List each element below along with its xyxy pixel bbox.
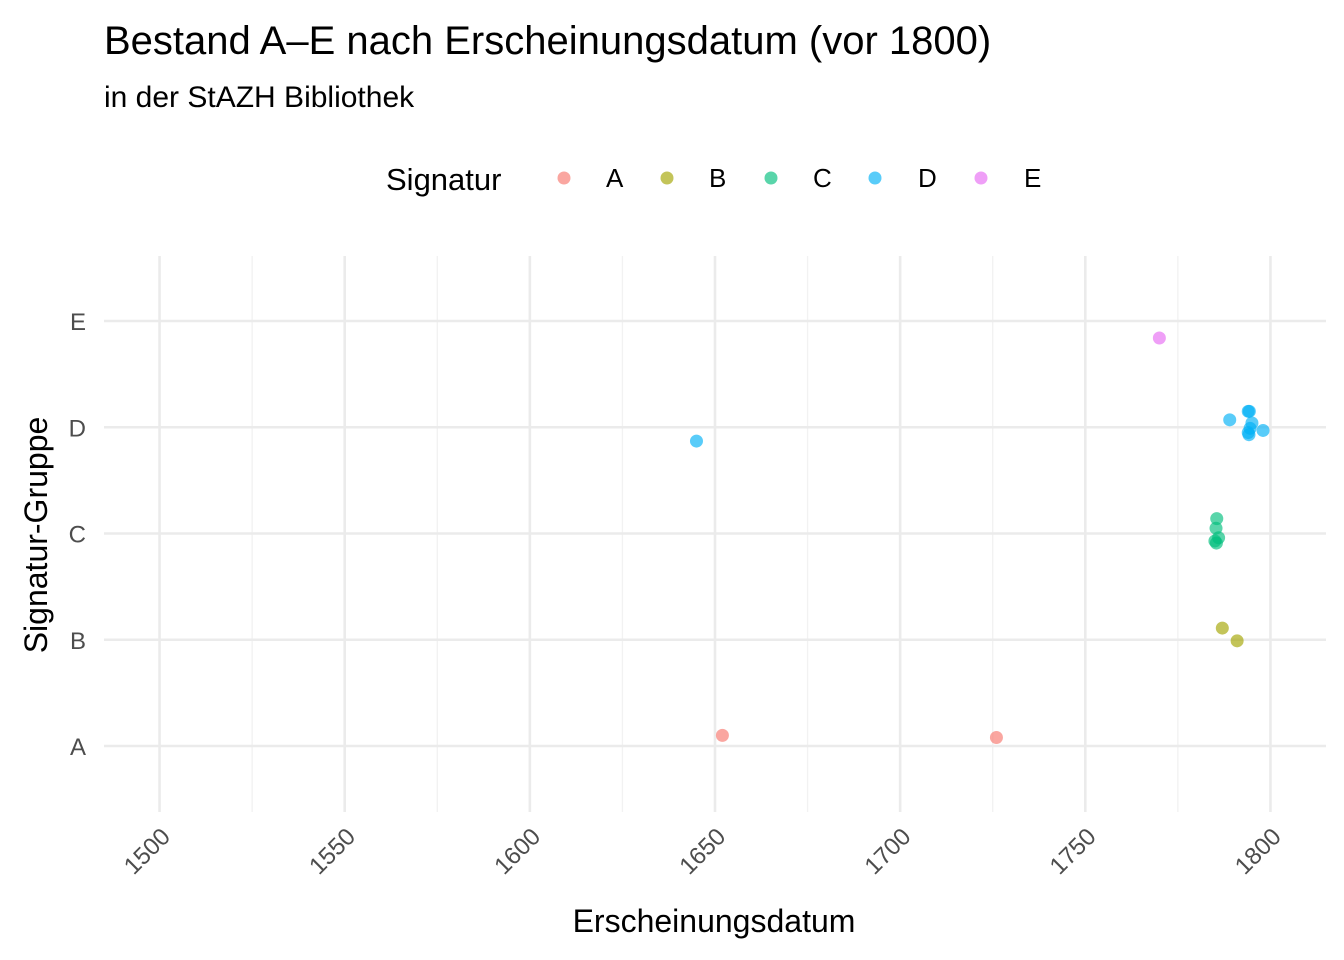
data-point-b-2 <box>1230 634 1244 648</box>
legend-key-b <box>660 171 674 185</box>
major-gridlines <box>104 256 1326 812</box>
legend-label-a: A <box>606 163 624 193</box>
chart-subtitle: in der StAZH Bibliothek <box>104 81 415 114</box>
legend-label-d: D <box>918 163 937 193</box>
y-axis-title: Signatur-Gruppe <box>18 417 54 654</box>
x-tick-label: 1500 <box>119 823 176 880</box>
legend: Signatur A B C D E <box>386 162 1041 197</box>
y-tick-label: B <box>70 628 86 655</box>
data-point-d-8 <box>1242 428 1256 442</box>
data-point-d-4 <box>1242 404 1256 418</box>
x-tick-label: 1700 <box>860 823 917 880</box>
data-point-d-9 <box>1256 423 1270 437</box>
data-point-b-1 <box>1215 621 1229 635</box>
x-tick-label: 1550 <box>304 823 361 880</box>
data-point-e-1 <box>1152 331 1166 345</box>
data-points <box>689 331 1270 744</box>
legend-label-b: B <box>709 163 726 193</box>
legend-title: Signatur <box>386 162 501 197</box>
plot-area <box>104 256 1326 812</box>
x-tick-label: 1800 <box>1230 823 1287 880</box>
y-tick-label: A <box>70 734 86 761</box>
legend-key-d <box>868 171 882 185</box>
y-tick-label: C <box>69 522 86 549</box>
data-point-d-1 <box>689 434 703 448</box>
x-axis-ticks: 1500 1550 1600 1650 1700 1750 1800 <box>119 823 1287 880</box>
legend-key-c <box>764 171 778 185</box>
data-point-a-2 <box>989 731 1003 744</box>
data-point-c-1 <box>1210 512 1224 526</box>
chart-title: Bestand A–E nach Erscheinungsdatum (vor … <box>104 19 991 63</box>
legend-key-a <box>557 171 571 185</box>
x-tick-label: 1600 <box>489 823 546 880</box>
legend-label-c: C <box>813 163 832 193</box>
legend-label-e: E <box>1024 163 1041 193</box>
legend-key-e <box>974 171 988 185</box>
data-point-d-2 <box>1223 413 1237 427</box>
x-axis-title: Erscheinungsdatum <box>573 903 856 939</box>
x-tick-label: 1750 <box>1045 823 1102 880</box>
y-tick-label: D <box>69 415 86 442</box>
y-axis-ticks: A B C D E <box>69 309 86 761</box>
y-tick-label: E <box>70 309 86 336</box>
data-point-a-1 <box>715 728 729 742</box>
x-tick-label: 1650 <box>674 823 731 880</box>
data-point-c-5 <box>1209 536 1223 550</box>
